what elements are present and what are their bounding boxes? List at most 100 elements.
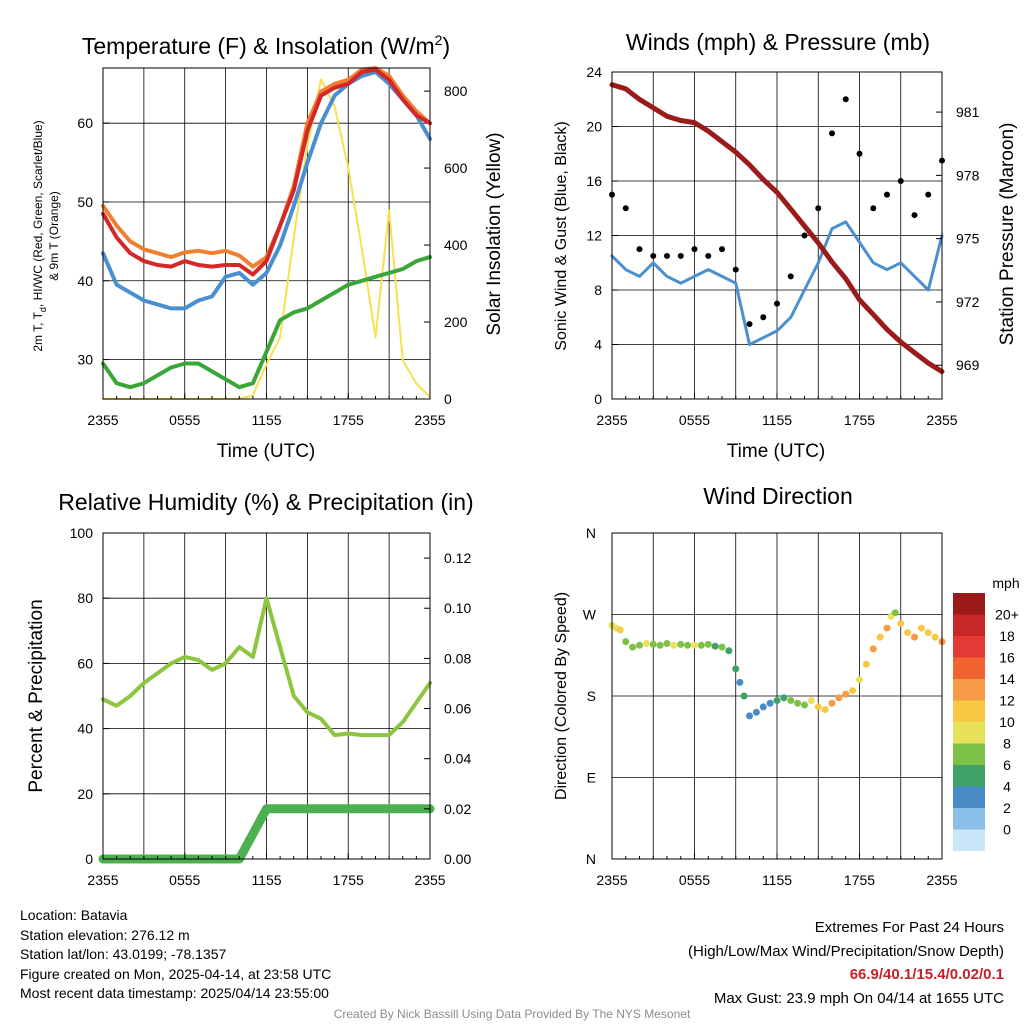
direction-point xyxy=(616,626,624,634)
y-right-tick-label: 981 xyxy=(956,104,980,120)
y-left-tick-label: N xyxy=(586,525,596,541)
direction-point xyxy=(759,703,767,711)
direction-point xyxy=(718,643,726,651)
legend-label: 12 xyxy=(999,693,1015,709)
y-right-tick-label: 978 xyxy=(956,167,980,183)
legend-swatch xyxy=(953,722,985,744)
y-right-tick-label: 969 xyxy=(956,357,980,373)
x-tick-label: 1155 xyxy=(251,412,281,428)
direction-point xyxy=(697,641,705,649)
y-right-tick-label: 200 xyxy=(444,314,468,330)
gust-point xyxy=(815,205,822,212)
temp-ylabel-left-1: 2m T, Td, HI/WC (Red, Green, Scarlet/Blu… xyxy=(31,120,48,351)
speed-legend: 20+ 18 16 14 12 10 8 6 4 2 0 xyxy=(953,593,1019,851)
y-left-tick-label: 24 xyxy=(586,64,602,80)
direction-point xyxy=(807,697,815,705)
extremes-values: 66.9/40.1/15.4/0.02/0.1 xyxy=(849,966,1004,983)
panel-temperature: Temperature (F) & Insolation (W/m2) 2355… xyxy=(31,32,505,462)
gust-point xyxy=(691,246,698,253)
direction-point xyxy=(931,633,939,641)
x-tick-label: 1755 xyxy=(333,412,364,428)
speed-legend-title: mph xyxy=(992,575,1019,591)
direction-point xyxy=(897,620,905,628)
legend-label: 10 xyxy=(999,714,1015,730)
legend-label: 6 xyxy=(1003,757,1011,773)
winds-gridlines xyxy=(611,71,943,400)
y-right-tick-label: 975 xyxy=(956,231,980,247)
y-left-tick-label: 20 xyxy=(586,119,602,135)
gust-point xyxy=(760,314,767,321)
x-tick-label: 0555 xyxy=(679,872,710,888)
gust-point xyxy=(911,212,918,219)
dir-ylabel-left: Direction (Colored By Speed) xyxy=(553,592,570,800)
legend-swatch xyxy=(953,657,985,679)
series-temp xyxy=(101,67,432,277)
direction-point xyxy=(780,694,788,702)
gust-point xyxy=(842,96,849,103)
series-rh xyxy=(101,596,432,738)
legend-label: 16 xyxy=(999,650,1015,666)
x-tick-label: 2355 xyxy=(596,872,627,888)
gust-point xyxy=(622,205,629,212)
winds-xlabel: Time (UTC) xyxy=(727,441,826,462)
y-left-tick-label: S xyxy=(587,688,596,704)
direction-point xyxy=(663,639,671,647)
x-tick-label: 0555 xyxy=(169,412,200,428)
gust-point xyxy=(801,232,808,239)
legend-swatch xyxy=(953,679,985,701)
info-elevation: Station elevation: 276.12 m xyxy=(20,926,190,943)
y-right-tick-label: 0.12 xyxy=(444,550,471,566)
gust-point xyxy=(732,266,739,273)
x-tick-label: 1155 xyxy=(251,872,281,888)
direction-point xyxy=(814,703,822,711)
direction-point xyxy=(891,609,899,617)
direction-point xyxy=(704,640,712,648)
direction-point xyxy=(642,639,650,647)
dir-plot-area xyxy=(608,609,946,720)
legend-label: 18 xyxy=(999,628,1015,644)
direction-point xyxy=(883,624,891,632)
direction-point xyxy=(842,690,850,698)
y-left-tick-label: N xyxy=(586,851,596,867)
info-latlon: Station lat/lon: 43.0199; -78.1357 xyxy=(20,946,227,962)
y-left-tick-label: 40 xyxy=(77,721,93,737)
gust-point xyxy=(787,273,794,280)
y-left-tick-label: 40 xyxy=(77,273,93,289)
y-right-tick-label: 0.08 xyxy=(444,650,471,666)
legend-label: 4 xyxy=(1003,779,1011,795)
y-left-tick-label: 60 xyxy=(77,115,93,131)
direction-point xyxy=(821,706,829,714)
gust-point xyxy=(870,205,877,212)
x-tick-label: 2355 xyxy=(926,872,957,888)
direction-point xyxy=(740,692,748,700)
y-right-tick-label: 0.02 xyxy=(444,801,471,817)
y-left-tick-label: 8 xyxy=(594,282,602,298)
direction-point xyxy=(849,687,857,695)
rh-title: Relative Humidity (%) & Precipitation (i… xyxy=(58,489,473,515)
direction-point xyxy=(904,629,912,637)
extremes-subtitle: (High/Low/Max Wind/Precipitation/Snow De… xyxy=(688,942,1004,960)
direction-point xyxy=(911,633,918,641)
direction-point xyxy=(876,633,884,641)
x-tick-label: 2355 xyxy=(596,412,627,428)
y-right-tick-label: 0 xyxy=(444,391,452,407)
x-tick-label: 2355 xyxy=(414,872,445,888)
credit-line: Created By Nick Bassill Using Data Provi… xyxy=(333,1007,691,1021)
temp-title: Temperature (F) & Insolation (W/m2) xyxy=(82,32,450,59)
gust-point xyxy=(664,252,670,259)
y-right-tick-label: 800 xyxy=(444,83,468,99)
y-right-tick-label: 972 xyxy=(956,294,980,310)
legend-swatch xyxy=(953,743,985,765)
gust-point xyxy=(746,321,753,328)
series-pressure xyxy=(609,82,945,375)
winds-plot-area xyxy=(609,82,945,375)
x-tick-label: 1155 xyxy=(762,872,792,888)
info-location: Location: Batavia xyxy=(20,907,128,923)
y-right-tick-label: 600 xyxy=(444,160,468,176)
info-created: Figure created on Mon, 2025-04-14, at 23… xyxy=(20,965,332,982)
y-left-tick-label: 50 xyxy=(77,194,93,210)
y-left-tick-label: 100 xyxy=(70,525,94,541)
legend-swatch xyxy=(953,829,985,851)
